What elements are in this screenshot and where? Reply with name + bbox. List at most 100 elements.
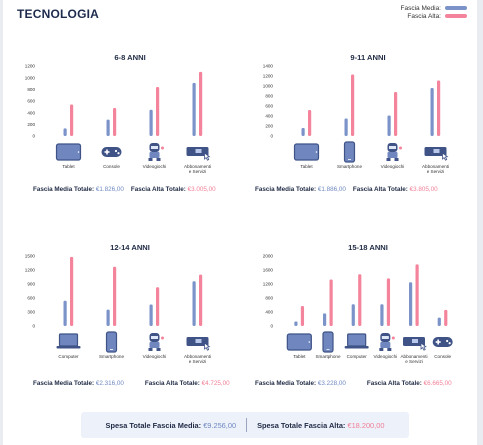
totals-alta-value: €3.805,00 [409, 186, 438, 193]
panel-totals-12-14: Fascia Media Totale: €2.316,00 Fascia Al… [33, 380, 230, 387]
summary-media-value: €9.256,00 [203, 420, 237, 430]
legend-item-alta: Fascia Alta: [401, 12, 467, 20]
totals-media-value: €2.316,00 [95, 380, 124, 387]
x-tick-label: Videogiochi [373, 354, 397, 359]
x-tick-label: Smartphone [315, 354, 340, 359]
chart-panel-12-14: 12-14 ANNI 0 300 600 900 1200 1500 Computer Smar… [3, 232, 239, 382]
legend-label-media: Fascia Media: [400, 4, 441, 12]
x-tick-label: Abbonamenti e Servizi [184, 164, 211, 174]
chart-svg-6-8: 6-8 ANNI 0 200 400 600 800 1000 1200 Tablet Conso… [25, 53, 211, 174]
x-tick-label: Console [434, 354, 451, 359]
y-tick-label: 0 [270, 134, 273, 139]
totals-alta-label: Fascia Alta Totale: [352, 186, 408, 193]
bar-fascia-alta-computer [70, 256, 74, 326]
y-tick-label: 1200 [263, 74, 274, 79]
laptop-icon [56, 333, 81, 349]
x-tick-label: Computer [347, 354, 368, 359]
bar-fascia-media-abbonamenti-e-servizi [409, 282, 413, 326]
y-tick-label: 800 [265, 94, 273, 99]
totals-media-label: Fascia Media Totale: [33, 380, 95, 387]
panel-totals-9-11: Fascia Media Totale: €1.886,00 Fascia Al… [255, 186, 438, 193]
totals-alta-value: €6.665,00 [423, 380, 452, 387]
smartphone-icon [322, 331, 334, 353]
bar-fascia-alta-videogiochi [394, 92, 398, 136]
smartphone-icon [343, 141, 356, 163]
chart-panel-9-11: 9-11 ANNI 0 200 400 600 800 1000 1200 1400 Tablet… [241, 42, 477, 192]
chart-panel-15-18: 15-18 ANNI 0 400 800 1200 1600 2000 Tablet Smart… [241, 232, 477, 382]
y-tick-label: 400 [27, 110, 35, 115]
tablet-icon [55, 143, 82, 161]
y-tick-label: 1500 [25, 254, 36, 259]
smartphone-icon [105, 331, 118, 353]
bar-fascia-media-tablet [294, 321, 298, 326]
bar-fascia-alta-abbonamenti-e-servizi [437, 80, 441, 136]
bar-fascia-alta-videogiochi [386, 278, 391, 326]
y-tick-label: 800 [265, 296, 273, 301]
bar-fascia-alta-tablet [70, 104, 74, 136]
totals-alta-label: Fascia Alta Totale: [144, 380, 200, 387]
bar-fascia-alta-tablet [300, 306, 305, 326]
bar-fascia-alta-console [113, 108, 117, 136]
x-tick-label: Abbonamenti e Servizi [400, 354, 427, 364]
x-tick-label: Tablet [300, 164, 313, 169]
bar-fascia-media-console [437, 317, 441, 326]
bar-fascia-media-computer [351, 304, 355, 326]
tablet-icon [286, 333, 312, 351]
chart-svg-12-14: 12-14 ANNI 0 300 600 900 1200 1500 Computer Smar… [25, 243, 211, 364]
totals-media-label: Fascia Media Totale: [255, 186, 317, 193]
x-tick-label: Tablet [62, 164, 75, 169]
subscription-icon [186, 337, 211, 351]
subscription-icon [403, 337, 427, 351]
bar-fascia-media-console [106, 119, 110, 136]
x-tick-label: Smartphone [99, 354, 124, 359]
legend-swatch-media [445, 6, 467, 10]
y-tick-label: 400 [265, 310, 273, 315]
x-tick-label: Tablet [293, 354, 306, 359]
x-tick-label: Console [103, 164, 120, 169]
x-tick-label: Videogiochi [143, 164, 167, 169]
y-tick-label: 600 [265, 104, 273, 109]
y-tick-label: 0 [270, 324, 273, 329]
bar-fascia-alta-smartphone [351, 74, 355, 136]
bar-fascia-media-tablet [63, 128, 67, 136]
y-tick-label: 300 [27, 310, 35, 315]
y-tick-label: 1200 [25, 268, 36, 273]
y-tick-label: 1400 [263, 64, 274, 69]
bar-fascia-alta-computer [358, 274, 362, 326]
chart-panel-6-8: 6-8 ANNI 0 200 400 600 800 1000 1200 Tablet Conso… [3, 42, 239, 192]
totals-media-value: €3.228,00 [317, 380, 346, 387]
legend-item-media: Fascia Media: [401, 4, 467, 12]
totals-alta-value: €3.005,00 [187, 186, 216, 193]
x-tick-label: Smartphone [337, 164, 362, 169]
bar-fascia-media-videogiochi [380, 304, 384, 326]
bar-fascia-media-abbonamenti-e-servizi [430, 88, 434, 136]
chart-title: 12-14 ANNI [110, 243, 150, 252]
videogame-icon [148, 143, 164, 161]
chart-svg-9-11: 9-11 ANNI 0 200 400 600 800 1000 1200 1400 Tablet… [263, 53, 449, 174]
y-tick-label: 1200 [263, 282, 274, 287]
bar-fascia-media-tablet [301, 128, 305, 136]
summary-alta-value: €18.200,00 [347, 420, 385, 430]
videogame-icon [386, 143, 402, 161]
bar-fascia-alta-abbonamenti-e-servizi [415, 264, 419, 326]
gamepad-icon [101, 147, 122, 157]
y-tick-label: 900 [27, 282, 35, 287]
panel-totals-15-18: Fascia Media Totale: €3.228,00 Fascia Al… [255, 380, 452, 387]
y-tick-label: 600 [27, 296, 35, 301]
x-tick-label: Abbonamenti e Servizi [422, 164, 449, 174]
y-tick-label: 0 [32, 324, 35, 329]
bar-fascia-alta-smartphone [329, 279, 333, 326]
legend-label-alta: Fascia Alta: [407, 12, 441, 20]
videogame-icon [379, 333, 395, 351]
page-title: TECNOLOGIA [17, 7, 99, 21]
bar-fascia-media-smartphone [323, 313, 327, 326]
chart-title: 15-18 ANNI [348, 243, 388, 252]
chart-title: 6-8 ANNI [114, 53, 145, 62]
y-tick-label: 600 [27, 99, 35, 104]
legend-swatch-alta [445, 14, 467, 18]
bar-fascia-alta-abbonamenti-e-servizi [199, 274, 203, 326]
summary-divider [246, 418, 248, 432]
summary-bar: Spesa Totale Fascia Media: €9.256,00 Spe… [81, 412, 409, 438]
report-page: TECNOLOGIA Fascia Media: Fascia Alta: 6-… [3, 0, 477, 445]
bar-fascia-media-abbonamenti-e-servizi [192, 82, 196, 136]
